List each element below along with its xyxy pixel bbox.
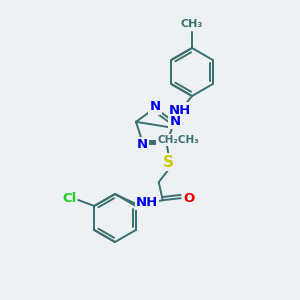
Text: O: O: [183, 192, 194, 205]
Text: NH: NH: [169, 103, 191, 116]
Text: S: S: [163, 155, 174, 170]
Text: CH₂CH₃: CH₂CH₃: [157, 135, 199, 145]
Text: N: N: [149, 100, 161, 113]
Text: CH₃: CH₃: [181, 19, 203, 29]
Text: Cl: Cl: [62, 191, 76, 205]
Text: N: N: [137, 138, 148, 151]
Text: N: N: [169, 115, 181, 128]
Text: NH: NH: [136, 196, 158, 209]
